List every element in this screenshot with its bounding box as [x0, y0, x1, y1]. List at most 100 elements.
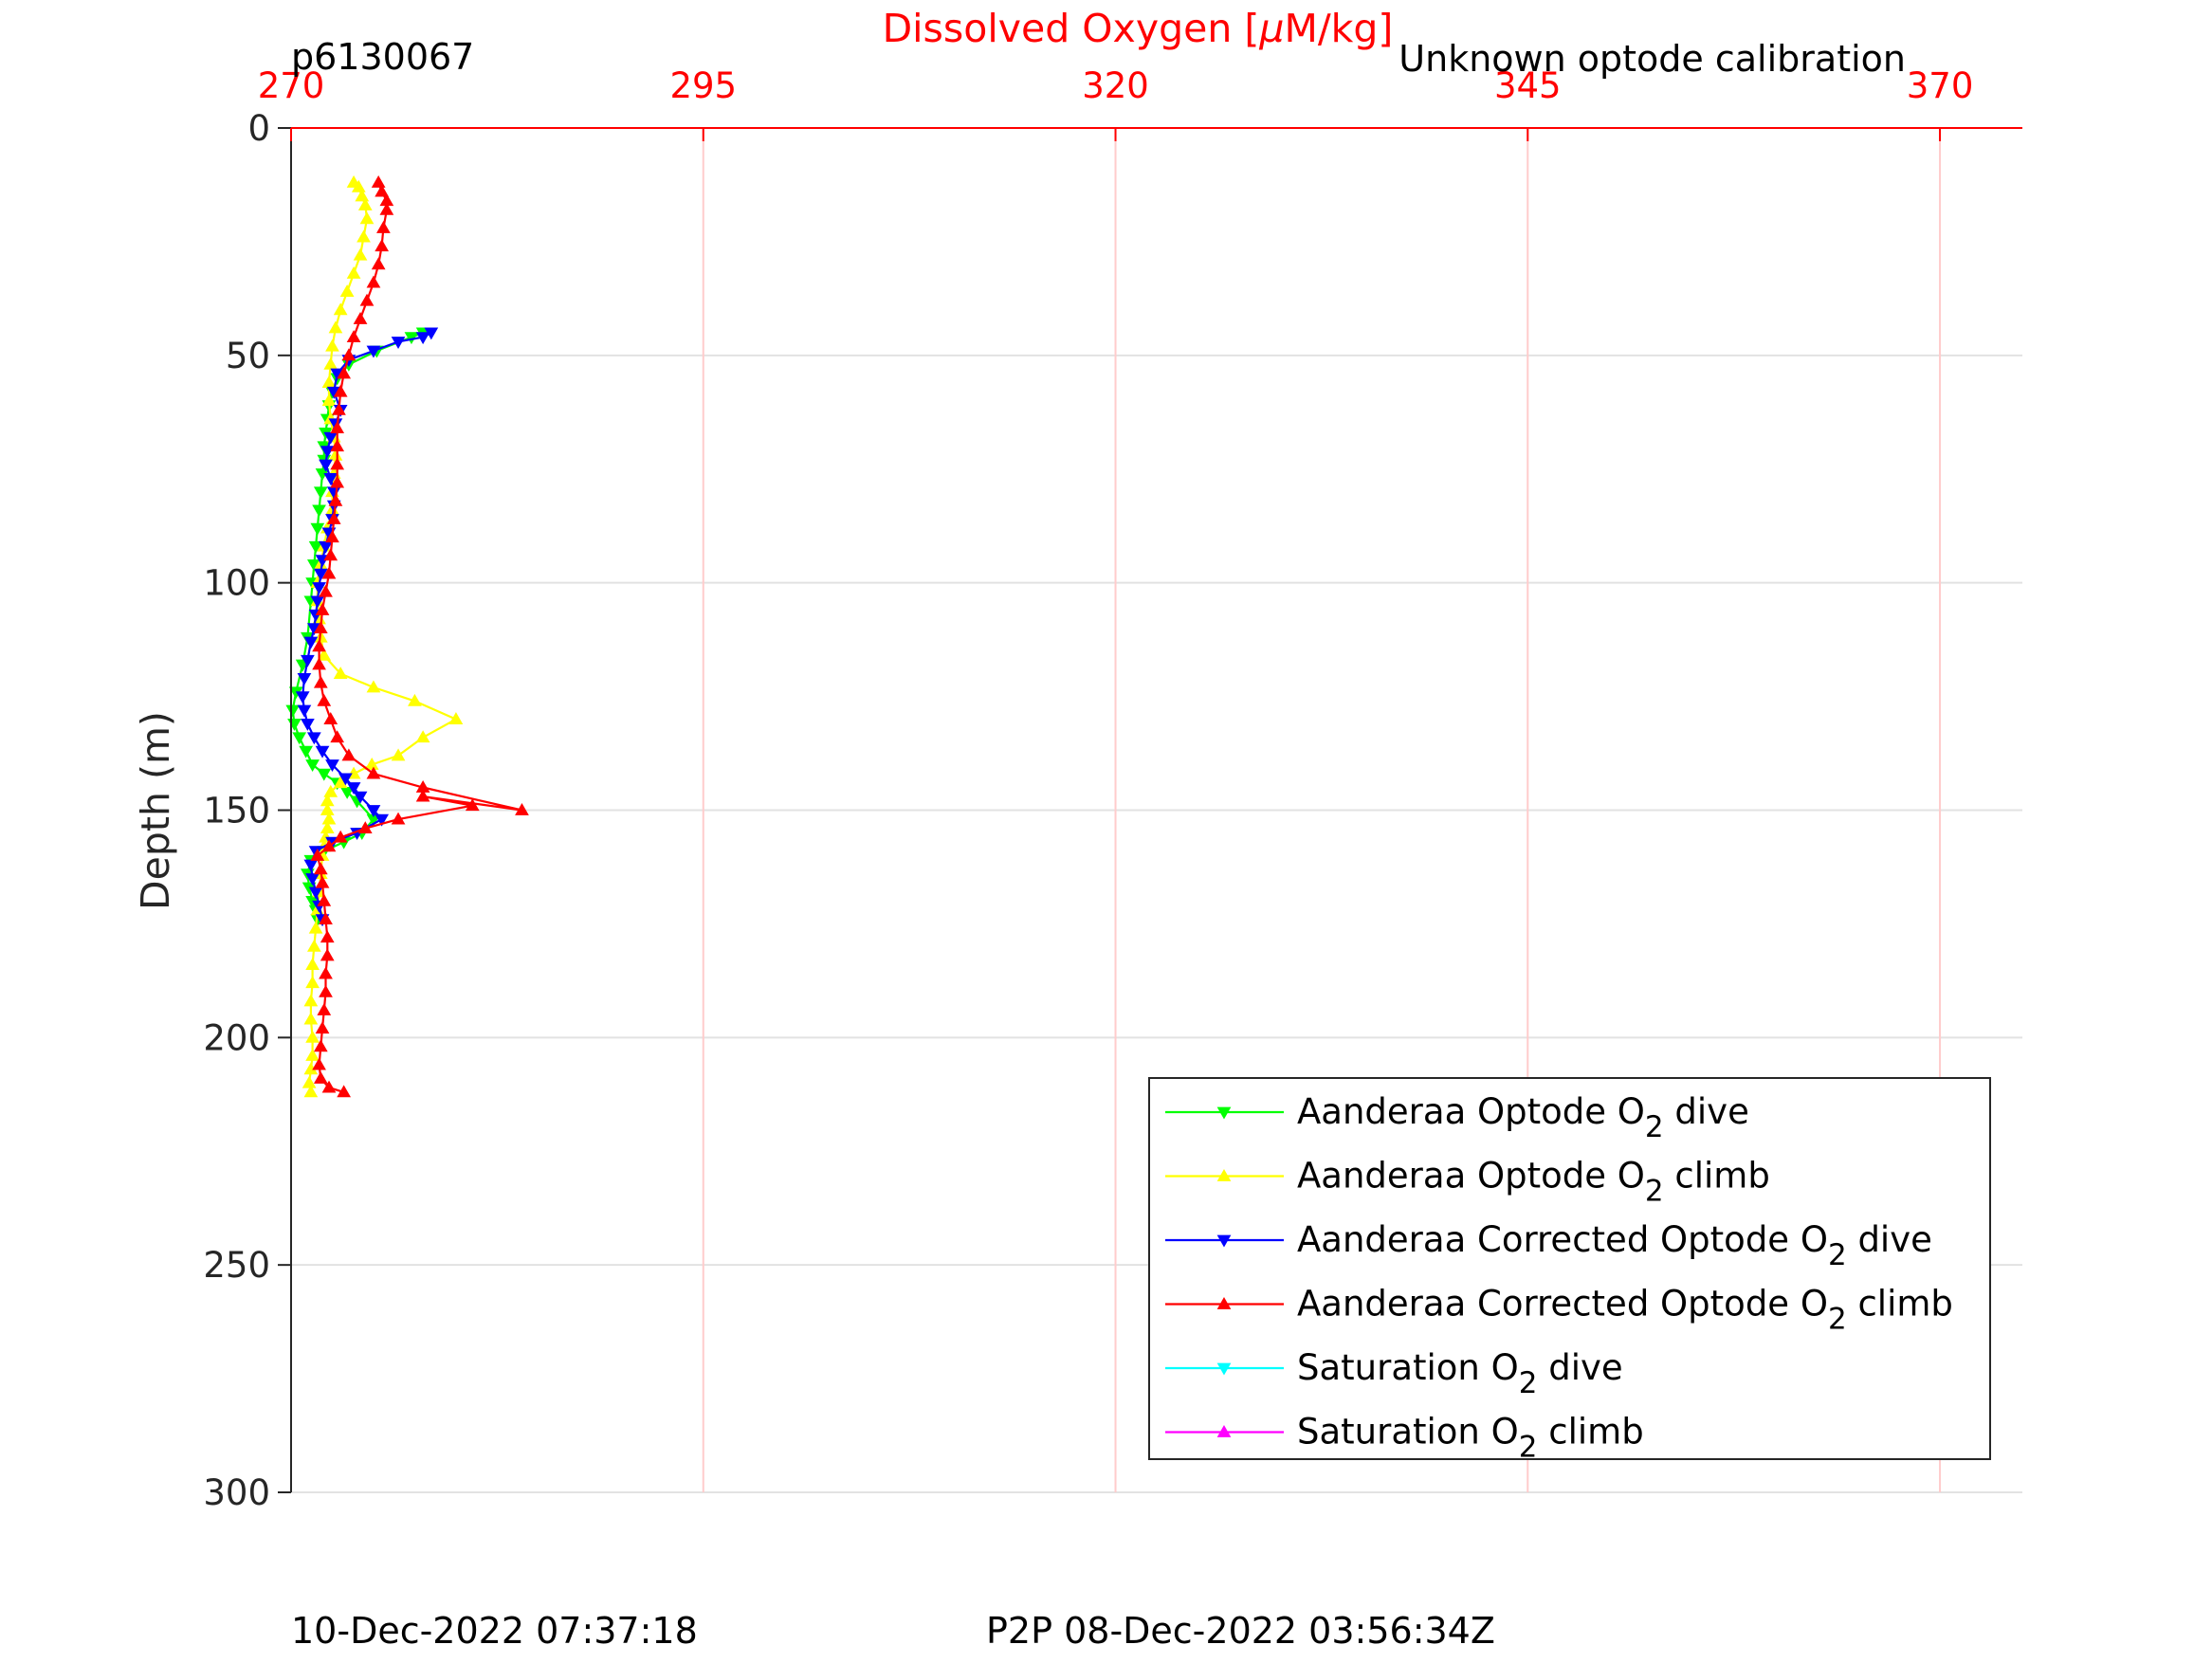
series-point: [364, 758, 379, 770]
series-point: [326, 512, 341, 524]
series-point: [330, 457, 345, 470]
series-point: [320, 948, 335, 961]
legend-swatch-marker: [1216, 1168, 1232, 1181]
series-point: [319, 966, 333, 979]
series-point: [312, 1057, 326, 1070]
legend-label-text: climb: [1847, 1284, 1953, 1325]
series-point: [317, 693, 332, 706]
legend-label: Aanderaa Corrected Optode O2 dive: [1297, 1219, 1932, 1272]
series-point: [333, 667, 348, 679]
series-point: [305, 1030, 320, 1043]
series-point: [328, 448, 343, 461]
series-point: [333, 830, 348, 843]
series-point: [391, 748, 406, 761]
series-point: [366, 345, 381, 358]
series-point: [313, 675, 328, 688]
y-tick-label: 250: [203, 1245, 270, 1286]
series-point: [515, 802, 529, 815]
series-point: [320, 930, 335, 943]
series-point: [306, 939, 321, 952]
series-point: [371, 175, 386, 188]
series-point: [391, 812, 406, 825]
series-layer: [285, 175, 529, 1098]
series-point: [317, 1003, 332, 1015]
series-point: [305, 873, 320, 886]
legend-label-text: dive: [1538, 1347, 1623, 1388]
series-point: [371, 257, 386, 270]
series-point: [375, 184, 390, 197]
series-point: [299, 745, 314, 758]
series-point: [366, 766, 381, 779]
series-point: [375, 813, 390, 827]
x-tick-label: 270: [258, 65, 325, 106]
series-point: [308, 921, 323, 934]
series-point: [301, 718, 315, 731]
series-point: [330, 730, 345, 743]
series-point: [308, 540, 323, 554]
series-point: [415, 332, 430, 345]
series-point: [313, 621, 328, 634]
legend-label-text: Aanderaa Optode O: [1297, 1156, 1645, 1197]
legend-label: Aanderaa Optode O2 dive: [1297, 1091, 1749, 1144]
series-point: [320, 821, 335, 834]
series-point: [359, 293, 375, 306]
series-point: [448, 712, 464, 724]
series-point: [317, 893, 332, 906]
series-point: [408, 693, 422, 706]
series-point: [323, 548, 338, 561]
series-point: [391, 337, 406, 349]
series-point: [312, 582, 326, 594]
legend-label: Saturation O2 climb: [1297, 1412, 1644, 1465]
series-point: [317, 768, 332, 781]
series-point: [312, 657, 326, 670]
series-point: [337, 366, 352, 379]
legend-swatch-marker: [1216, 1296, 1232, 1309]
legend-label: Aanderaa Corrected Optode O2 climb: [1297, 1284, 1953, 1337]
legend-label-text: Aanderaa Optode O: [1297, 1091, 1645, 1132]
series-point: [319, 912, 333, 924]
series-point: [338, 773, 353, 786]
series-point: [305, 976, 320, 989]
legend-label-subscript: 2: [1519, 1366, 1538, 1400]
series-point: [465, 798, 480, 812]
series-point: [313, 1039, 328, 1052]
header-calibration-label: Unknown optode calibration: [1398, 38, 1906, 80]
series-point: [355, 189, 370, 202]
legend-box: [1148, 1077, 1991, 1460]
legend-label-subscript: 2: [1645, 1175, 1664, 1209]
series-point: [357, 198, 373, 210]
series-point: [321, 839, 337, 852]
axes-layer: 0 50 100 150 200 250 300 270 295 320 345 370 Dissolv…: [133, 6, 2022, 1513]
legend-label-text: Aanderaa Corrected Optode O: [1297, 1219, 1828, 1260]
y-tick-label: 0: [247, 108, 270, 149]
series-point: [310, 522, 325, 536]
series-point: [359, 211, 375, 225]
series-point: [321, 812, 337, 825]
legend-label-text: Saturation O: [1297, 1347, 1519, 1388]
series-point: [315, 745, 330, 758]
legend-swatch-marker: [1216, 1424, 1232, 1437]
series-point: [312, 504, 326, 518]
series-point: [357, 821, 373, 834]
series-point: [303, 1012, 319, 1025]
series-point: [321, 393, 337, 407]
y-tick-label: 300: [203, 1472, 270, 1513]
legend-label-text: dive: [1664, 1091, 1749, 1132]
series-point: [319, 984, 333, 997]
series-point: [323, 472, 338, 485]
header-id-label: p6130067: [291, 36, 474, 78]
series-point: [330, 439, 345, 452]
series-point: [366, 805, 381, 818]
legend-label-text: climb: [1538, 1412, 1644, 1453]
legend-label-subscript: 2: [1519, 1431, 1538, 1465]
series-point: [321, 1080, 337, 1093]
series-point: [379, 202, 394, 215]
series-point: [297, 673, 312, 685]
x-tick-label: 370: [1907, 65, 1974, 106]
series-point: [320, 446, 335, 459]
series-point: [346, 265, 361, 279]
legend-label-text: dive: [1847, 1219, 1932, 1260]
series-point: [305, 1049, 320, 1061]
series-point: [341, 748, 356, 761]
